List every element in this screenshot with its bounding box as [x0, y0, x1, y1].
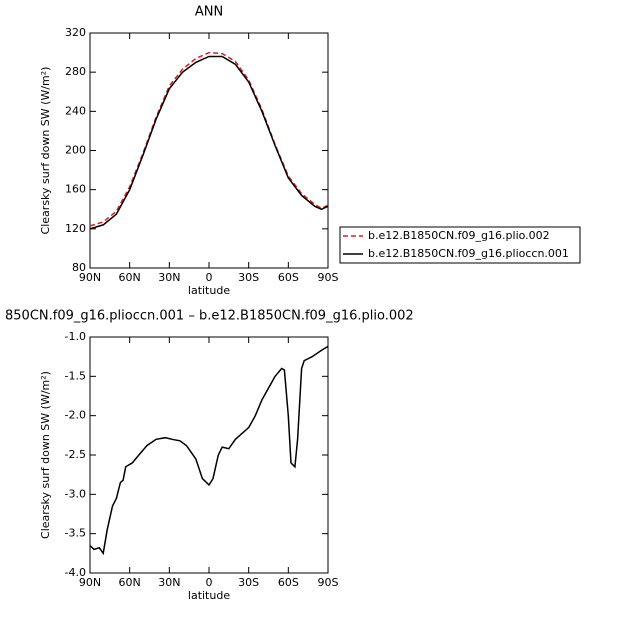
- x-tick-label: 60S: [278, 576, 299, 589]
- y-tick-label: 120: [65, 222, 86, 235]
- x-tick-label: 60N: [119, 576, 141, 589]
- x-tick-label: 0: [206, 271, 213, 284]
- series-line: [89, 55, 329, 230]
- series-line: [89, 51, 329, 227]
- y-tick-label: 160: [65, 183, 86, 196]
- y-axis-label: Clearsky surf down SW (W/m²): [39, 67, 52, 235]
- x-tick-label: 60N: [119, 271, 141, 284]
- y-tick-label: -4.0: [65, 566, 86, 579]
- y-tick-label: 200: [65, 144, 86, 157]
- y-tick-label: -1.0: [65, 330, 86, 343]
- x-tick-label: 90N: [79, 271, 101, 284]
- y-axis-label: Clearsky surf down SW (W/m²): [39, 371, 52, 539]
- x-tick-label: 90S: [318, 271, 339, 284]
- x-tick-label: 30N: [158, 271, 180, 284]
- x-tick-label: 90N: [79, 576, 101, 589]
- x-tick-label: 90S: [318, 576, 339, 589]
- x-tick-label: 30S: [238, 271, 259, 284]
- x-tick-label: 0: [206, 576, 213, 589]
- legend-box: [339, 226, 581, 264]
- series-line: [89, 345, 329, 556]
- x-axis-label: latitude: [188, 284, 230, 297]
- legend-label: b.e12.B1850CN.f09_g16.plioccn.001: [368, 247, 569, 260]
- chart-title: ANN: [195, 5, 223, 20]
- y-tick-label: -2.5: [65, 448, 86, 461]
- y-tick-label: 80: [72, 261, 86, 274]
- y-tick-label: 320: [65, 26, 86, 39]
- x-tick-label: 30S: [238, 576, 259, 589]
- x-tick-label: 60S: [278, 271, 299, 284]
- x-tick-label: 30N: [158, 576, 180, 589]
- y-tick-label: -1.5: [65, 369, 86, 382]
- x-axis-label: latitude: [188, 589, 230, 602]
- y-tick-label: -2.0: [65, 409, 86, 422]
- y-tick-label: 280: [65, 65, 86, 78]
- y-tick-label: 240: [65, 104, 86, 117]
- y-tick-label: -3.5: [65, 527, 86, 540]
- y-tick-label: -3.0: [65, 487, 86, 500]
- plot-frame: [89, 32, 329, 269]
- legend-label: b.e12.B1850CN.f09_g16.plio.002: [368, 229, 550, 242]
- chart-title: 850CN.f09_g16.plioccn.001 – b.e12.B1850C…: [5, 309, 414, 324]
- plot-frame: [89, 336, 329, 574]
